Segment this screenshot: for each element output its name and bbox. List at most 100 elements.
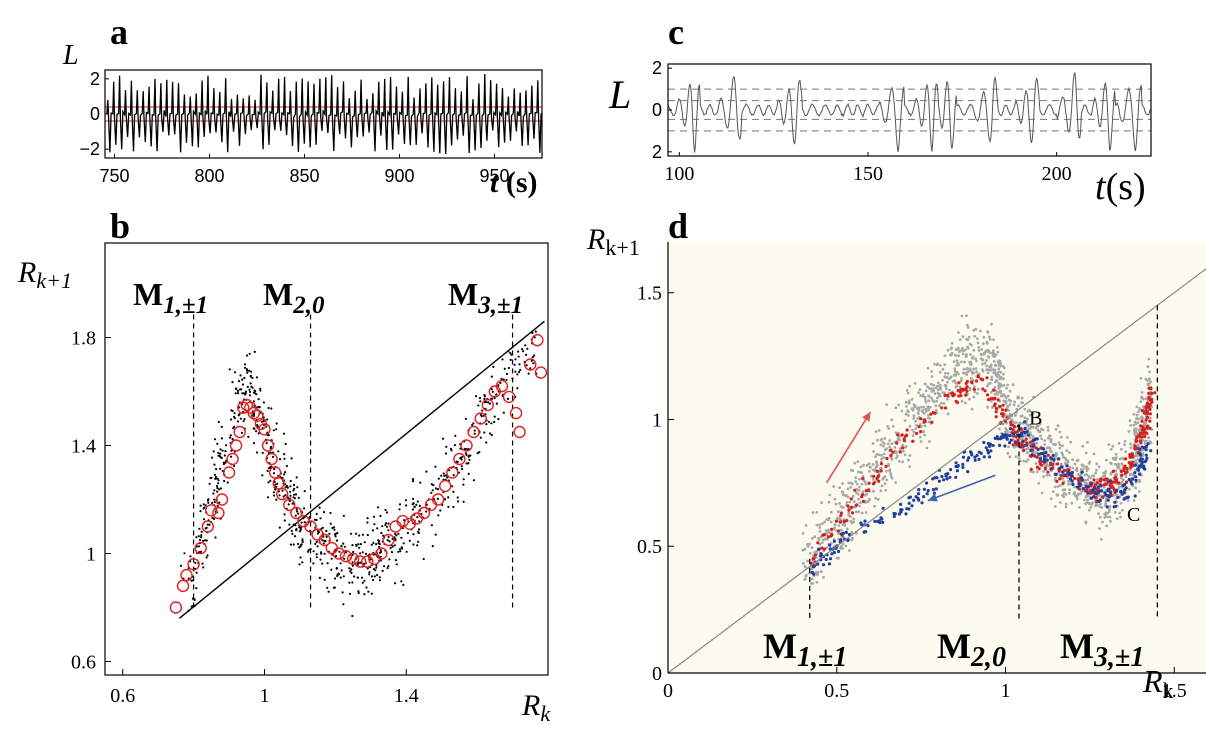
panel-d-gray-point	[1076, 458, 1080, 462]
panel-d-blue-point	[821, 563, 826, 567]
panel-b-dot	[323, 552, 326, 555]
panel-d-gray-point	[1015, 421, 1018, 424]
panel-b-circle	[524, 358, 537, 371]
panel-d-red-point	[957, 381, 961, 385]
panel-d-gray-point	[829, 520, 833, 524]
panel-b-dot	[231, 381, 234, 384]
panel-b-dot	[218, 488, 221, 491]
panel-b-dot	[469, 454, 472, 457]
panel-b-dot	[257, 432, 260, 435]
panel-d-red-point	[915, 431, 919, 436]
panel-d-gray-point	[820, 570, 823, 574]
panel-b-dot	[322, 510, 326, 514]
panel-b-dot	[385, 525, 389, 528]
panel-d-red-point	[940, 406, 944, 410]
panel-d-gray-point	[1148, 440, 1152, 443]
panel-b-dot	[366, 533, 369, 537]
panel-d-red-point	[946, 393, 950, 397]
panel-d-gray-point	[1064, 457, 1067, 460]
panel-d-red-point	[959, 390, 963, 394]
panel-d-gray-point	[977, 349, 981, 352]
panel-d-gray-point	[1126, 499, 1130, 502]
panel-d-red-point	[1145, 426, 1149, 430]
panel-d-gray-point	[1129, 423, 1133, 427]
panel-d-gray-point	[811, 536, 814, 540]
panel-d-gray-point	[833, 497, 837, 501]
panel-b-dot	[380, 531, 383, 535]
panel-d-gray-point	[1012, 445, 1016, 449]
panel-d-gray-point	[1070, 501, 1074, 505]
panel-d-gray-point	[1120, 508, 1124, 512]
panel-b-dot	[335, 566, 338, 570]
panel-b-dot	[514, 370, 517, 373]
panel-b-dot	[267, 406, 270, 410]
panel-d-gray-point	[900, 409, 904, 413]
panel-d-blue-point	[966, 458, 970, 462]
panel-b-dot	[333, 528, 336, 531]
panel-d-gray-point	[1054, 454, 1058, 458]
panel-b-dot	[315, 518, 318, 522]
panel-d-gray-point	[952, 360, 956, 363]
panel-d-gray-point	[1113, 511, 1117, 514]
panel-b-dot	[398, 503, 402, 506]
panel-d-gray-point	[1103, 474, 1107, 478]
panel-d-gray-point	[913, 381, 917, 385]
panel-d-gray-point	[1039, 434, 1042, 438]
panel-d-gray-point	[966, 323, 969, 327]
panel-b-dot	[252, 414, 255, 417]
panel-b-circle	[240, 398, 254, 412]
panel-d-gray-point	[912, 416, 916, 420]
panel-d-gray-point	[1141, 452, 1145, 455]
panel-d-gray-point	[1086, 478, 1090, 482]
panel-d-gray-point	[904, 445, 908, 448]
panel-b-dot	[430, 491, 433, 494]
panel-b-dot	[422, 557, 425, 561]
panel-d-gray-point	[923, 382, 927, 386]
panel-d-gray-point	[1086, 441, 1089, 444]
panel-d-gray-point	[998, 382, 1001, 386]
panel-d-gray-point	[1064, 493, 1068, 496]
panel-d-blue-point	[925, 492, 929, 496]
panel-b-dot	[200, 530, 203, 533]
panel-d-red-point	[875, 469, 879, 473]
panel-d-gray-point	[954, 374, 957, 377]
panel-b-dot	[343, 557, 346, 560]
panel-b-dot	[283, 513, 286, 516]
panel-b-dot	[315, 556, 318, 559]
panel-d-red-point	[1099, 477, 1103, 481]
panel-d-gray-point	[1097, 465, 1101, 469]
panel-d-gray-point	[858, 485, 861, 489]
panel-b-dot	[386, 539, 389, 542]
panel-b-dot	[387, 529, 390, 532]
panel-b-dot	[359, 543, 362, 546]
panel-d-gray-point	[1024, 460, 1028, 463]
panel-b-dot	[307, 549, 310, 552]
panel-d-blue-point	[1119, 490, 1123, 494]
panel-d-gray-point	[917, 391, 920, 395]
panel-d-gray-point	[1101, 520, 1104, 524]
panel-d-blue-point	[986, 451, 991, 455]
panel-d-gray-point	[869, 474, 873, 478]
panel-d-blue-point	[1133, 463, 1138, 467]
panel-d-red-point	[1144, 406, 1148, 410]
panel-d-blue-point	[1106, 494, 1110, 498]
panel-d-gray-point	[914, 427, 918, 431]
panel-b-dot	[236, 389, 240, 392]
panel-d-gray-point	[955, 359, 959, 362]
panel-d-red-point	[911, 439, 915, 443]
panel-d-gray-point	[1028, 408, 1031, 412]
panel-b-dot	[231, 437, 234, 441]
panel-d-gray-point	[901, 460, 904, 464]
panel-d-gray-point	[986, 368, 990, 371]
panel-d-arrow-head	[927, 493, 938, 502]
panel-d-gray-point	[867, 499, 871, 502]
panel-d-gray-point	[839, 545, 843, 548]
panel-d-gray-point	[960, 399, 964, 403]
panel-d-blue-point	[828, 557, 833, 561]
panel-d-gray-point	[879, 443, 883, 447]
panel-d-gray-point	[876, 438, 879, 442]
panel-d-gray-point	[914, 419, 917, 423]
panel-d-red-point	[996, 398, 1000, 402]
panel-b-dot	[269, 465, 272, 468]
